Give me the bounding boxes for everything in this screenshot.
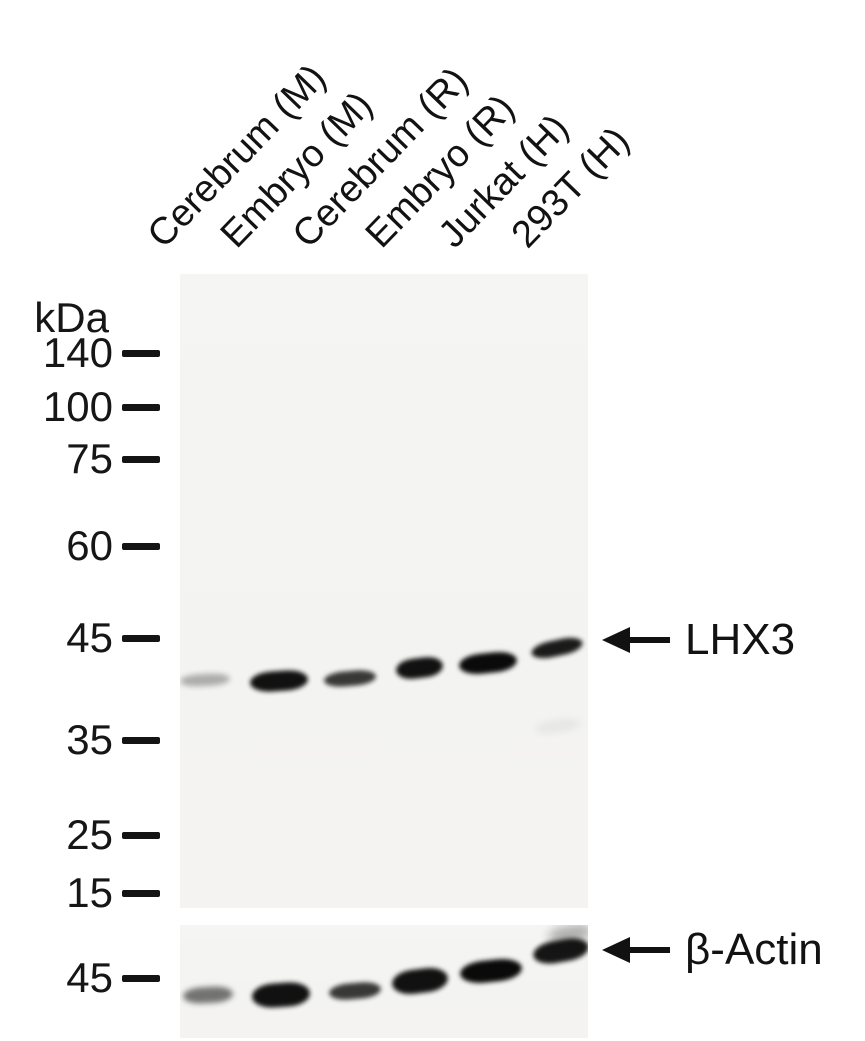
mw-marker-value: 45 — [66, 614, 113, 661]
mw-marker-row: 35 — [0, 716, 160, 764]
kda-unit-label: kDa — [34, 294, 109, 341]
protein-band — [328, 980, 382, 1002]
annotation-beta-actin: β-Actin — [602, 924, 823, 976]
protein-band — [529, 634, 585, 662]
mw-tick-mark — [122, 403, 160, 411]
blot-panel-beta-actin — [180, 925, 588, 1038]
mw-marker-row: 25 — [0, 811, 160, 859]
mw-marker-value: 60 — [66, 522, 113, 569]
mw-tick-mark — [122, 455, 160, 463]
mw-tick-mark — [122, 736, 160, 744]
arrow-shaft — [628, 947, 670, 953]
mw-tick-mark — [122, 542, 160, 550]
mw-marker-row: 15 — [0, 869, 160, 917]
protein-band — [249, 669, 309, 693]
protein-band — [180, 672, 231, 688]
mw-tick-mark — [122, 349, 160, 357]
protein-band — [459, 956, 523, 986]
mw-tick-mark — [122, 974, 160, 982]
protein-band — [458, 650, 518, 676]
arrow-shaft — [628, 637, 670, 643]
mw-tick-mark — [122, 889, 160, 897]
arrowhead-icon — [602, 937, 630, 963]
mw-marker-row: 75 — [0, 435, 160, 483]
mw-marker-value: 100 — [42, 383, 113, 430]
mw-marker-row: 140 — [0, 329, 160, 377]
mw-marker-value: 15 — [66, 869, 113, 916]
protein-band — [251, 981, 311, 1009]
protein-band — [323, 668, 377, 688]
protein-band — [182, 985, 234, 1005]
left-arrow-icon — [602, 937, 670, 963]
mw-marker-value: 45 — [66, 954, 113, 1001]
target-label-lhx3: LHX3 — [685, 615, 796, 664]
mw-marker-row: 45 — [0, 954, 160, 1002]
mw-tick-mark — [122, 831, 160, 839]
protein-band — [390, 965, 450, 997]
left-arrow-icon — [602, 627, 670, 653]
protein-band — [534, 716, 582, 736]
arrowhead-icon — [602, 627, 630, 653]
annotation-lhx3: LHX3 — [602, 614, 795, 666]
mw-marker-value: 35 — [66, 716, 113, 763]
protein-band — [394, 655, 444, 681]
target-label-beta-actin: β-Actin — [685, 925, 823, 974]
blot-panel-lhx3 — [180, 274, 588, 908]
mw-marker-value: 140 — [42, 329, 113, 376]
mw-marker-value: 25 — [66, 811, 113, 858]
mw-marker-row: 100 — [0, 383, 160, 431]
mw-tick-mark — [122, 634, 160, 642]
mw-marker-row: 60 — [0, 522, 160, 570]
mw-marker-value: 75 — [66, 435, 113, 482]
mw-marker-row: 45 — [0, 614, 160, 662]
